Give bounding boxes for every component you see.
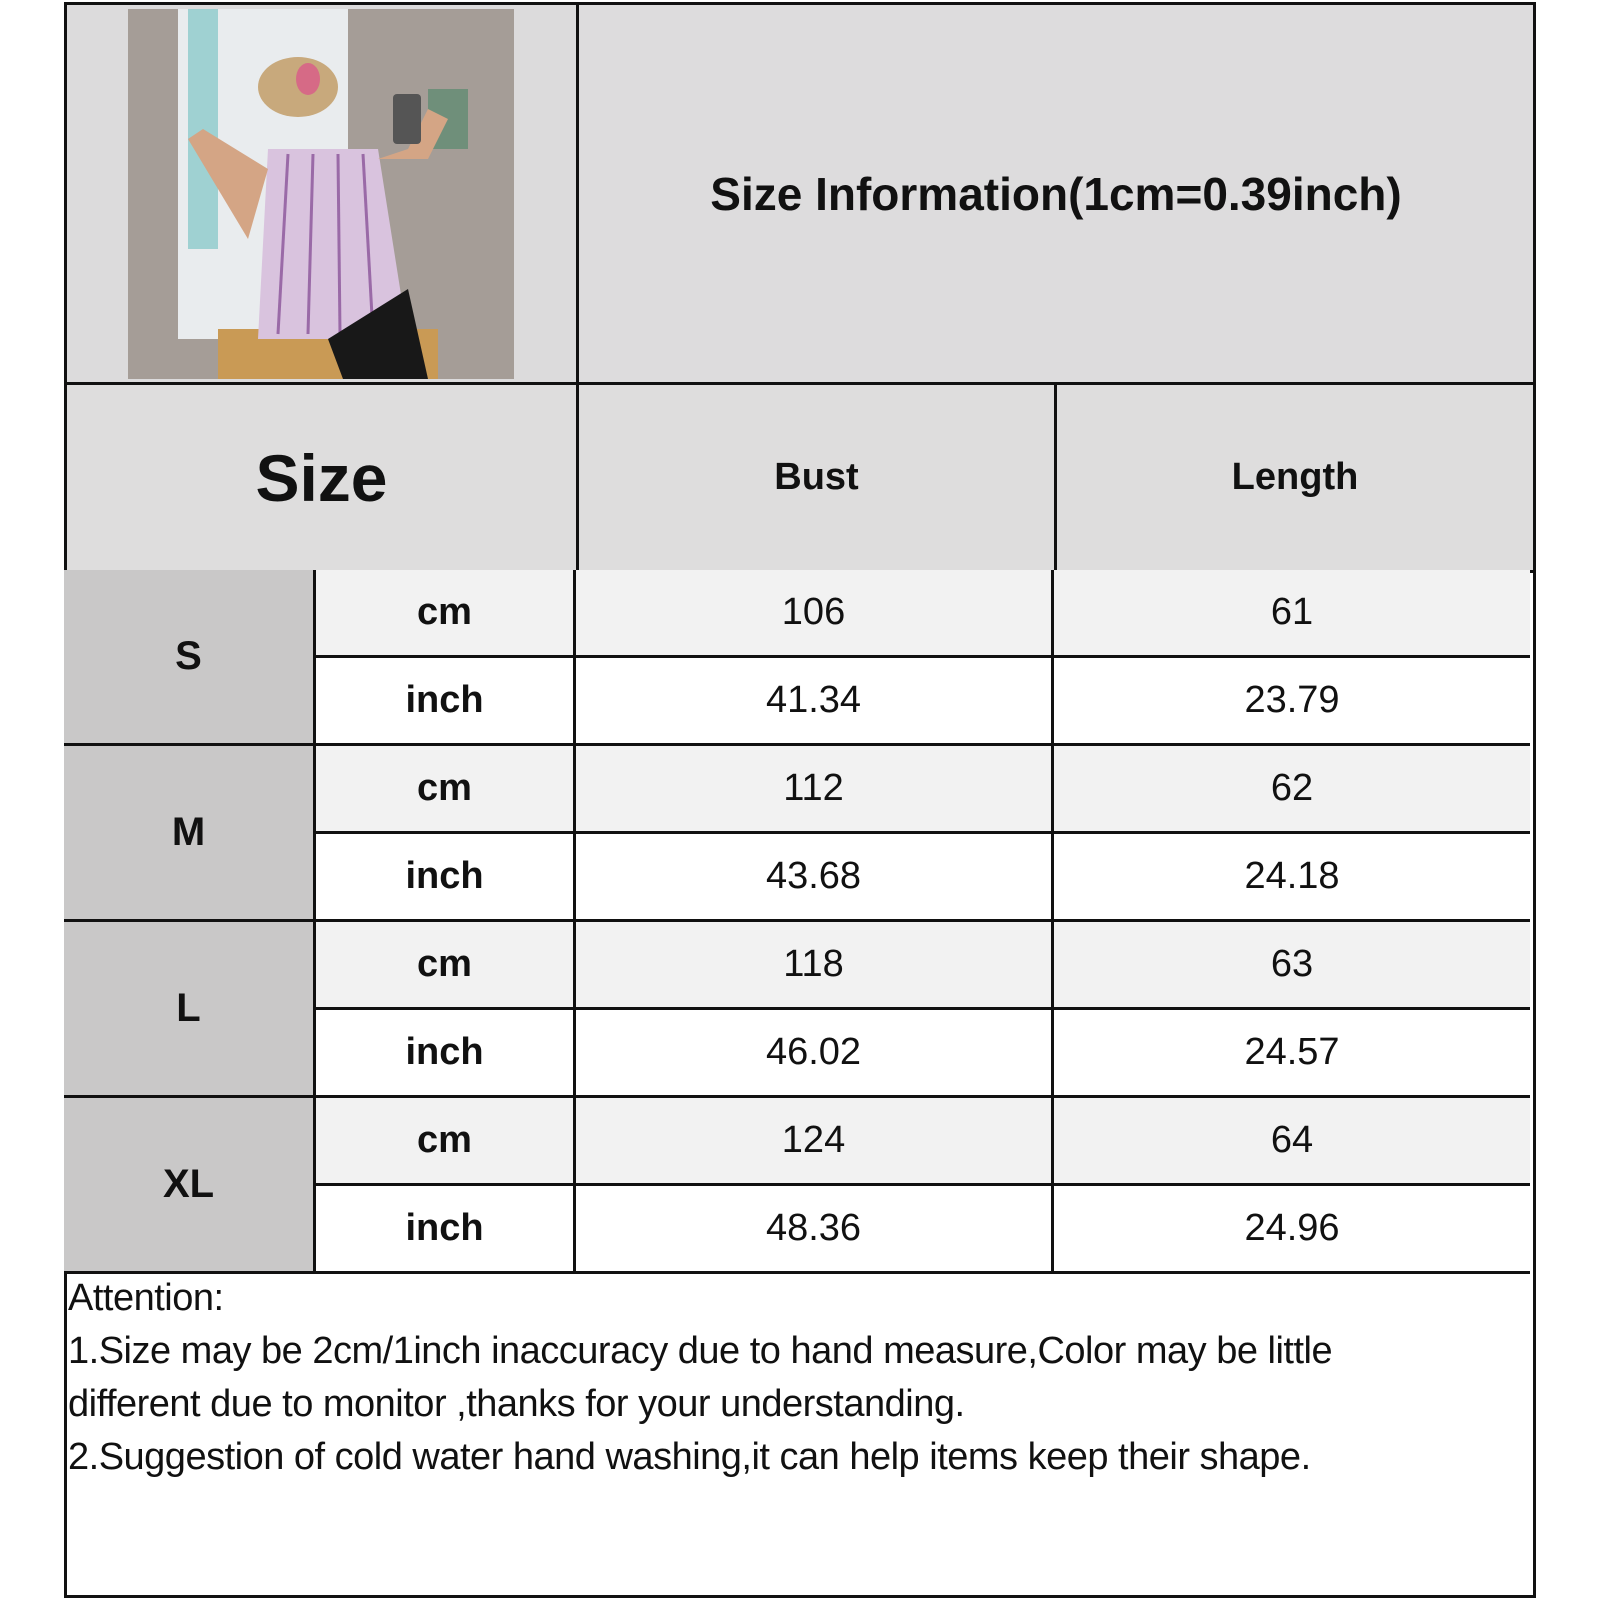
notes-heading: Attention: — [68, 1277, 224, 1319]
note-line-1: 1.Size may be 2cm/1inch inaccuracy due t… — [68, 1330, 1333, 1372]
product-photo — [128, 9, 514, 379]
note-line-2: different due to monitor ,thanks for you… — [68, 1383, 965, 1425]
header-bust: Bust — [579, 385, 1057, 573]
chart-title: Size Information(1cm=0.39inch) — [579, 5, 1533, 385]
header-size: Size — [67, 385, 579, 573]
note-line-3: 2.Suggestion of cold water hand washing,… — [68, 1436, 1311, 1478]
attention-notes: Attention: 1.Size may be 2cm/1inch inacc… — [64, 2, 1536, 1598]
product-photo-cell — [67, 5, 579, 385]
header-length: Length — [1057, 385, 1533, 573]
